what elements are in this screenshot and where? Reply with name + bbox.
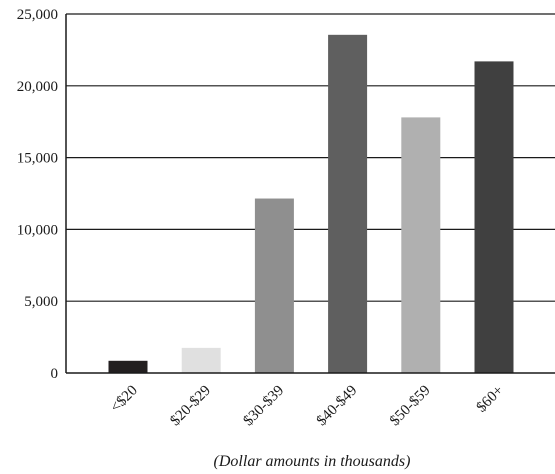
x-tick-label: $20-$29	[167, 383, 214, 430]
bar	[254, 198, 294, 373]
bar	[401, 117, 441, 373]
y-tick-label: 15,000	[17, 151, 58, 167]
x-axis-label: (Dollar amounts in thousands)	[214, 453, 411, 470]
x-tick-label: $30-$39	[241, 383, 288, 430]
y-tick-label: 20,000	[17, 79, 58, 95]
x-tick-label: $60+	[474, 383, 507, 416]
bar	[108, 360, 148, 373]
x-axis-ticks: <$20 $20-$29 $30-$39 $40-$49 $50-$59 $60+	[108, 383, 507, 430]
gridlines	[66, 13, 555, 302]
bar	[474, 61, 514, 373]
bar	[181, 347, 221, 373]
y-tick-label: 25,000	[17, 7, 58, 23]
x-tick-label: <$20	[108, 383, 141, 416]
y-axis-ticks: 0 5,000 10,000 15,000 20,000 25,000	[17, 7, 58, 382]
y-tick-label: 0	[51, 366, 59, 382]
y-tick-label: 10,000	[17, 222, 58, 238]
y-tick-label: 5,000	[24, 294, 58, 310]
bars	[108, 34, 514, 374]
x-tick-label: $50-$59	[387, 383, 434, 430]
x-tick-label: $40-$49	[314, 383, 361, 430]
bar	[328, 34, 368, 374]
